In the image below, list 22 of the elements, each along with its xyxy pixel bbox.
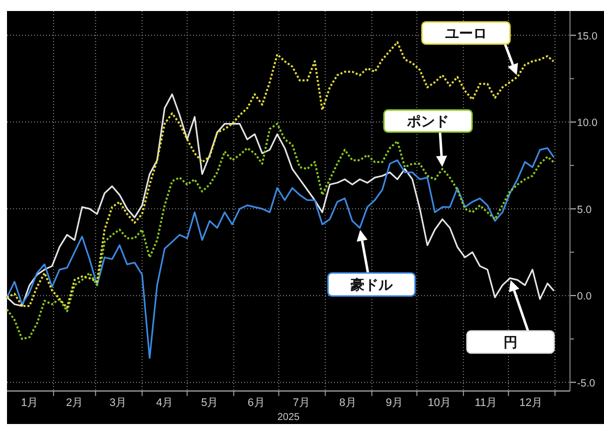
x-tick-label: 1月 <box>20 397 38 409</box>
line-series <box>6 41 554 309</box>
y-tick-label: 10.0 <box>577 117 598 130</box>
line-series <box>6 93 554 307</box>
x-tick-label: 3月 <box>110 397 127 409</box>
line-series <box>6 147 554 359</box>
x-tick-label: 7月 <box>292 397 310 409</box>
x-tick-label: 5月 <box>201 397 218 409</box>
y-tick-label: 15.0 <box>577 30 598 42</box>
x-tick-label: 8月 <box>339 397 356 409</box>
x-tick-label: 10月 <box>428 397 452 409</box>
x-tick-label: 11月 <box>474 397 498 409</box>
x-tick-label: 6月 <box>248 397 265 409</box>
x-tick-label: 2月 <box>66 397 84 409</box>
y-tick-label: -5.0 <box>577 377 596 390</box>
x-axis-title: 2025 <box>277 412 300 423</box>
x-tick-label: 4月 <box>156 397 174 409</box>
series-label: ポンド <box>406 113 449 129</box>
y-tick-label: 5.0 <box>577 204 592 216</box>
x-tick-label: 9月 <box>386 397 403 409</box>
y-tick-label: 0.0 <box>577 290 592 303</box>
x-tick-label: 12月 <box>519 397 543 409</box>
